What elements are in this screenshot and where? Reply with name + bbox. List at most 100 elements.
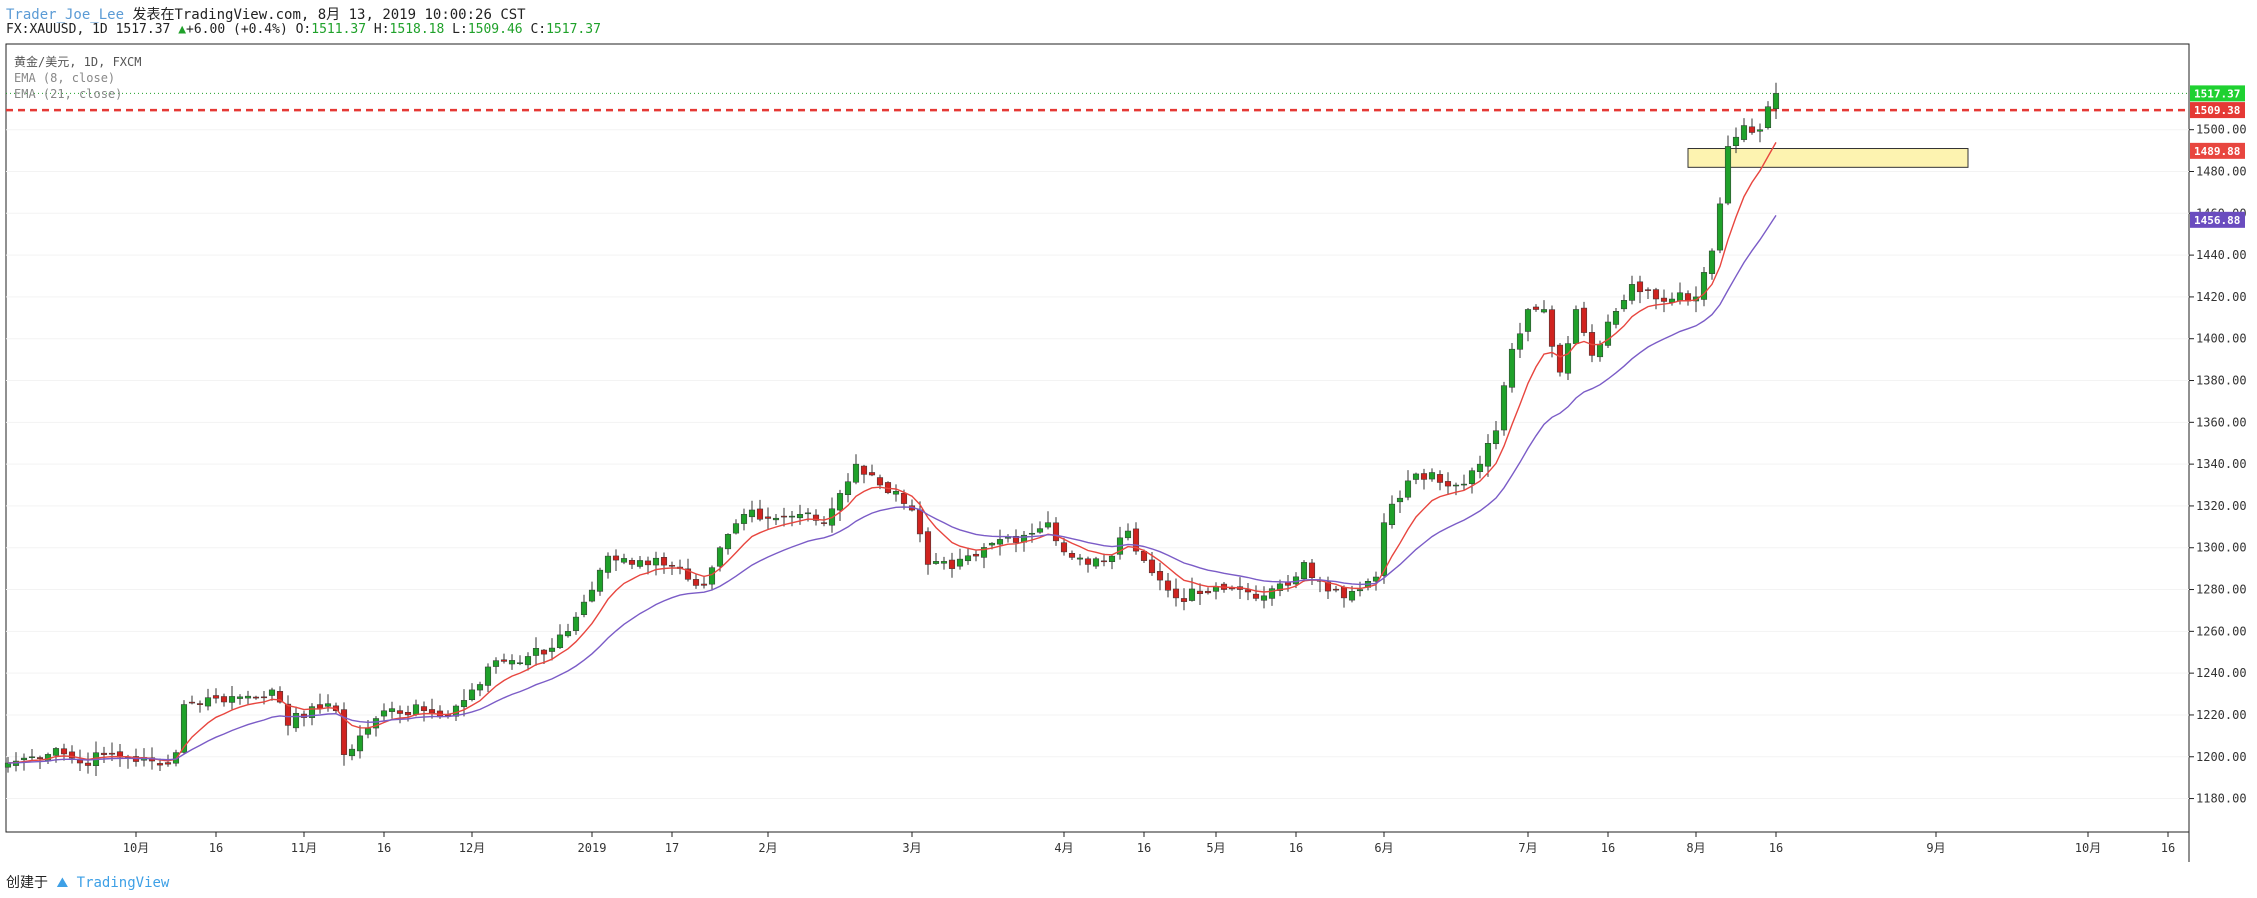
candle-body (996, 539, 1004, 545)
candle-body (1484, 443, 1492, 467)
candle (524, 652, 532, 671)
candle-body (484, 666, 492, 686)
candle-body (1124, 530, 1132, 539)
candle (1268, 585, 1276, 606)
candle (1404, 470, 1412, 501)
candle-body (844, 481, 852, 495)
candle-body (724, 534, 732, 550)
candle (636, 555, 644, 569)
candle (324, 694, 332, 712)
candle-body (76, 759, 84, 764)
candle-body (1156, 571, 1164, 581)
candle-body (20, 757, 28, 761)
candle (380, 703, 388, 721)
candle (492, 657, 500, 674)
candle-body (644, 560, 652, 566)
candle (1500, 381, 1508, 436)
legend-ema8[interactable]: EMA (8, close) (14, 71, 116, 85)
candle-body (1636, 281, 1644, 293)
candle (28, 749, 36, 761)
candle (772, 514, 780, 525)
candle (1516, 322, 1524, 359)
footer-brand[interactable]: TradingView (76, 875, 170, 891)
y-tick-label: 1200.00 (2196, 750, 2247, 764)
candle-body (972, 553, 980, 557)
candle-body (212, 695, 220, 699)
candle (644, 556, 652, 575)
candle (820, 516, 828, 527)
candle-body (1756, 129, 1764, 132)
candle-body (1620, 300, 1628, 310)
candle (1452, 482, 1460, 496)
candle (748, 500, 756, 523)
candle-body (1452, 484, 1460, 487)
symbol-header: FX:XAUUSD, 1D 1517.37 ▲+6.00 (+0.4%) O:1… (6, 22, 601, 37)
y-tick-label: 1220.00 (2196, 708, 2247, 722)
candle (652, 551, 660, 576)
candle-body (772, 517, 780, 521)
author-link[interactable]: Trader_Joe_Lee (6, 7, 125, 23)
candle (836, 489, 844, 522)
candle (1476, 455, 1484, 479)
candle (964, 547, 972, 565)
candle-body (196, 703, 204, 705)
candle (1012, 529, 1020, 553)
candle-body (1748, 126, 1756, 133)
candle (1492, 421, 1500, 450)
candle-body (260, 696, 268, 699)
candle-body (1348, 590, 1356, 601)
candle-body (1356, 589, 1364, 592)
candle (348, 744, 356, 761)
ohlc-open-label: O: (295, 22, 312, 37)
candle (1764, 101, 1772, 130)
tradingview-logo-icon[interactable]: ⛰ (56, 875, 69, 891)
x-tick-label: 16 (1289, 841, 1303, 855)
candle (732, 519, 740, 535)
candle-body (244, 695, 252, 699)
candle (1628, 275, 1636, 305)
candle-body (860, 465, 868, 475)
candle-body (108, 752, 116, 755)
candle (940, 556, 948, 570)
candle (468, 683, 476, 702)
y-tick-label: 1360.00 (2196, 415, 2247, 429)
candle (1772, 82, 1780, 119)
candle (1508, 343, 1516, 393)
candle (1180, 588, 1188, 611)
candle-body (4, 762, 12, 768)
candle (908, 499, 916, 512)
candle-body (460, 700, 468, 708)
candle-body (692, 579, 700, 586)
candle-body (812, 514, 820, 521)
candle-body (1380, 522, 1388, 576)
candle (604, 552, 612, 579)
candle-body (1628, 284, 1636, 301)
ohlc-high: 1518.18 (389, 22, 445, 37)
candle (428, 698, 436, 719)
candle-body (412, 704, 420, 715)
resistance-price-tag: 1509.38 (2190, 102, 2245, 119)
candle (36, 755, 44, 770)
candle-body (660, 557, 668, 566)
footer-created: 创建于 (6, 875, 48, 891)
candle (356, 725, 364, 759)
candle-body (348, 748, 356, 757)
candle (700, 575, 708, 589)
candle-body (468, 689, 476, 701)
candle (868, 464, 876, 477)
candle-body (364, 728, 372, 735)
x-tick-label: 16 (209, 841, 223, 855)
candle-body (236, 696, 244, 699)
candle (252, 695, 260, 700)
candle-body (1292, 576, 1300, 585)
legend-ema21[interactable]: EMA (21, close) (14, 87, 123, 101)
candle (1100, 553, 1108, 567)
candle-body (396, 710, 404, 714)
candle-body (532, 648, 540, 656)
candle-body (36, 757, 44, 760)
candle (660, 552, 668, 574)
x-tick-label: 4月 (1054, 841, 1073, 855)
candle (308, 703, 316, 726)
candle-body (1508, 348, 1516, 388)
